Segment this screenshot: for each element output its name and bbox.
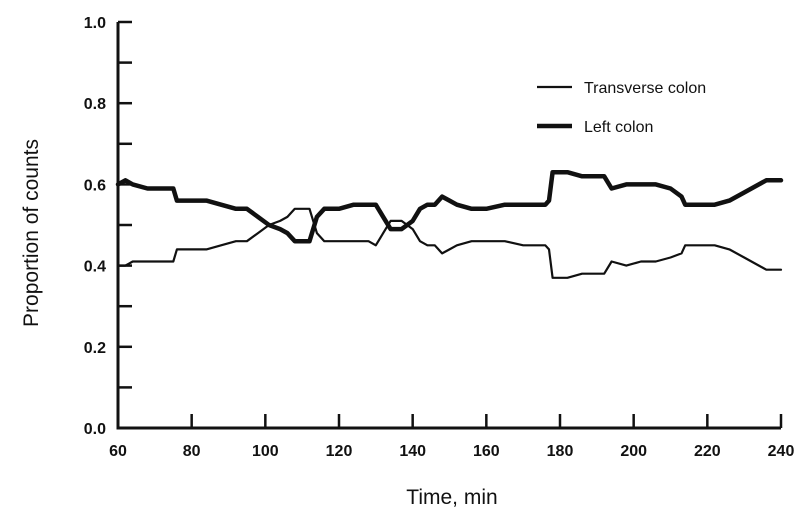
x-tick-label: 80 bbox=[183, 443, 201, 460]
x-axis-title: Time, min bbox=[406, 486, 497, 509]
x-tick-label: 220 bbox=[694, 443, 721, 460]
x-tick-label: 60 bbox=[109, 443, 127, 460]
legend-label-left-colon: Left colon bbox=[584, 119, 653, 136]
x-tick-label: 160 bbox=[473, 443, 500, 460]
y-axis-ticks: 0.0 0.2 0.4 0.6 0.8 1.0 bbox=[84, 15, 132, 438]
legend: Transverse colon Left colon bbox=[537, 80, 706, 136]
y-tick-label: 0.2 bbox=[84, 340, 106, 357]
y-axis-title: Proportion of counts bbox=[20, 139, 43, 327]
x-tick-label: 180 bbox=[547, 443, 574, 460]
y-tick-label: 0.6 bbox=[84, 177, 106, 194]
y-tick-label: 0.8 bbox=[84, 96, 106, 113]
y-tick-label: 0.0 bbox=[84, 421, 106, 438]
x-tick-label: 240 bbox=[768, 443, 795, 460]
y-tick-label: 1.0 bbox=[84, 15, 106, 32]
x-tick-label: 120 bbox=[326, 443, 353, 460]
y-tick-label: 0.4 bbox=[84, 259, 106, 276]
series-line-left-colon bbox=[115, 169, 784, 244]
x-tick-label: 140 bbox=[399, 443, 426, 460]
x-axis-ticks: 60 80 100 120 140 160 180 200 220 240 bbox=[109, 414, 794, 460]
series-line-transverse-colon bbox=[116, 207, 783, 279]
legend-label-transverse-colon: Transverse colon bbox=[584, 80, 706, 97]
x-tick-label: 200 bbox=[620, 443, 647, 460]
x-tick-label: 100 bbox=[252, 443, 279, 460]
series-layer bbox=[115, 169, 784, 279]
